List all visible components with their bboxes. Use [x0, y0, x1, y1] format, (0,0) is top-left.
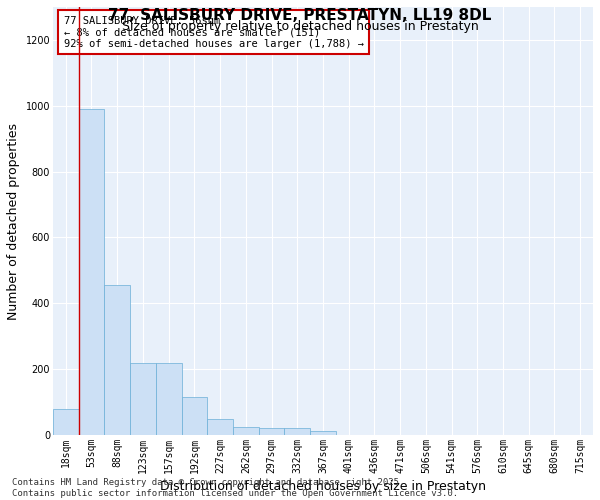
- Text: 77 SALISBURY DRIVE: 56sqm
← 8% of detached houses are smaller (151)
92% of semi-: 77 SALISBURY DRIVE: 56sqm ← 8% of detach…: [64, 16, 364, 48]
- Bar: [233, 427, 259, 435]
- Bar: [156, 362, 182, 435]
- X-axis label: Distribution of detached houses by size in Prestatyn: Distribution of detached houses by size …: [160, 480, 486, 493]
- Bar: [79, 109, 104, 435]
- Text: 77, SALISBURY DRIVE, PRESTATYN, LL19 8DL: 77, SALISBURY DRIVE, PRESTATYN, LL19 8DL: [109, 8, 491, 22]
- Bar: [284, 428, 310, 435]
- Text: Size of property relative to detached houses in Prestatyn: Size of property relative to detached ho…: [122, 20, 478, 33]
- Text: Contains HM Land Registry data © Crown copyright and database right 2025.
Contai: Contains HM Land Registry data © Crown c…: [12, 478, 458, 498]
- Bar: [259, 428, 284, 435]
- Y-axis label: Number of detached properties: Number of detached properties: [7, 122, 20, 320]
- Bar: [310, 431, 336, 435]
- Bar: [182, 397, 207, 435]
- Bar: [130, 362, 156, 435]
- Bar: [207, 418, 233, 435]
- Bar: [53, 408, 79, 435]
- Bar: [104, 285, 130, 435]
